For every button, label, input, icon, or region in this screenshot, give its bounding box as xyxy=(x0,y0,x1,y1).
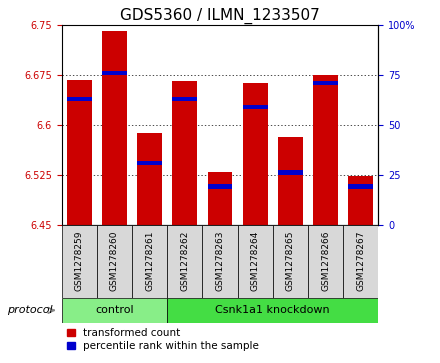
Bar xyxy=(167,225,202,298)
Bar xyxy=(243,83,268,225)
Text: GSM1278259: GSM1278259 xyxy=(75,231,84,291)
Text: GSM1278264: GSM1278264 xyxy=(251,231,260,291)
Bar xyxy=(67,97,92,101)
Bar xyxy=(243,105,268,109)
Bar xyxy=(172,81,197,225)
Bar xyxy=(62,225,97,298)
Bar xyxy=(208,172,232,225)
Bar xyxy=(102,71,127,76)
Text: protocol: protocol xyxy=(7,305,53,315)
Bar xyxy=(208,184,232,189)
Text: GSM1278266: GSM1278266 xyxy=(321,231,330,291)
Bar xyxy=(172,97,197,101)
Text: GSM1278263: GSM1278263 xyxy=(216,231,224,291)
Bar xyxy=(278,136,303,225)
Bar xyxy=(348,176,373,225)
Bar xyxy=(202,225,238,298)
Text: control: control xyxy=(95,305,134,315)
Bar xyxy=(67,80,92,225)
Bar xyxy=(278,171,303,175)
Legend: transformed count, percentile rank within the sample: transformed count, percentile rank withi… xyxy=(67,328,259,351)
Text: GSM1278262: GSM1278262 xyxy=(180,231,189,291)
Title: GDS5360 / ILMN_1233507: GDS5360 / ILMN_1233507 xyxy=(120,8,320,24)
Bar xyxy=(97,225,132,298)
Bar xyxy=(102,31,127,225)
Bar xyxy=(137,133,162,225)
Text: GSM1278265: GSM1278265 xyxy=(286,231,295,291)
Bar xyxy=(167,298,378,323)
Bar xyxy=(137,160,162,165)
Bar xyxy=(343,225,378,298)
Text: GSM1278260: GSM1278260 xyxy=(110,231,119,291)
Text: GSM1278267: GSM1278267 xyxy=(356,231,365,291)
Bar xyxy=(238,225,273,298)
Bar xyxy=(273,225,308,298)
Text: GSM1278261: GSM1278261 xyxy=(145,231,154,291)
Bar xyxy=(308,225,343,298)
Text: Csnk1a1 knockdown: Csnk1a1 knockdown xyxy=(216,305,330,315)
Bar xyxy=(313,76,338,225)
Bar xyxy=(132,225,167,298)
Bar xyxy=(313,81,338,85)
Bar xyxy=(348,184,373,189)
Bar xyxy=(62,298,167,323)
